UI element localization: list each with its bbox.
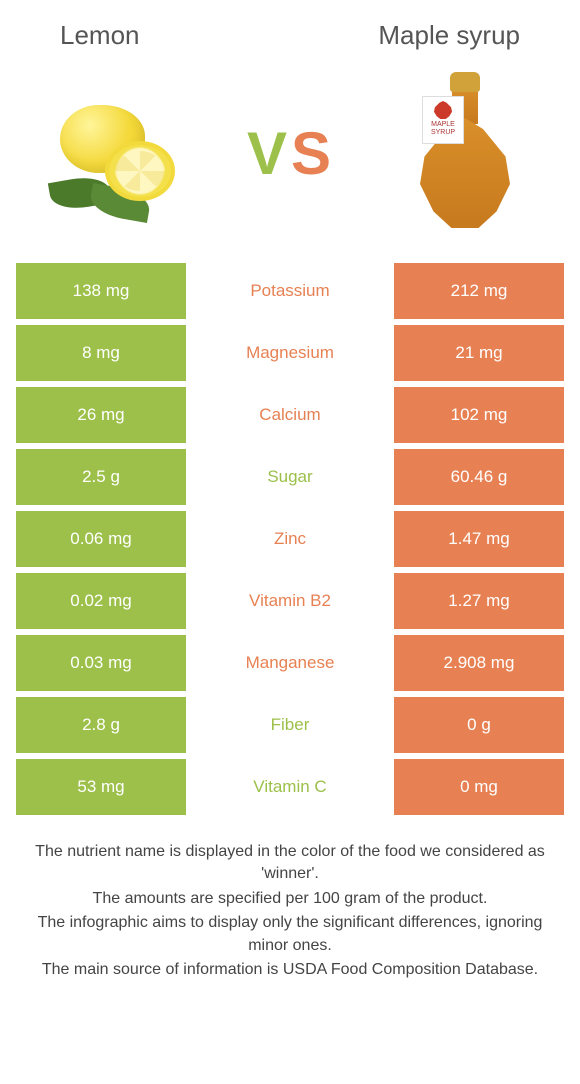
- right-value: 0 g: [394, 697, 564, 753]
- nutrient-name: Vitamin C: [186, 759, 394, 815]
- nutrient-row: 2.5 gSugar60.46 g: [16, 449, 564, 505]
- left-value: 2.5 g: [16, 449, 186, 505]
- footer-notes: The nutrient name is displayed in the co…: [10, 841, 570, 981]
- nutrient-row: 53 mgVitamin C0 mg: [16, 759, 564, 815]
- footer-line: The infographic aims to display only the…: [20, 912, 560, 957]
- vs-s: S: [291, 119, 333, 188]
- right-value: 0 mg: [394, 759, 564, 815]
- nutrient-name: Manganese: [186, 635, 394, 691]
- left-value: 8 mg: [16, 325, 186, 381]
- nutrient-name: Fiber: [186, 697, 394, 753]
- right-value: 2.908 mg: [394, 635, 564, 691]
- right-value: 1.47 mg: [394, 511, 564, 567]
- nutrient-name: Calcium: [186, 387, 394, 443]
- left-value: 0.03 mg: [16, 635, 186, 691]
- vs-v: V: [247, 119, 289, 188]
- left-value: 26 mg: [16, 387, 186, 443]
- right-value: 1.27 mg: [394, 573, 564, 629]
- nutrient-name: Potassium: [186, 263, 394, 319]
- nutrient-name: Vitamin B2: [186, 573, 394, 629]
- lemon-image: [40, 73, 200, 233]
- footer-line: The nutrient name is displayed in the co…: [20, 841, 560, 886]
- nutrient-row: 0.02 mgVitamin B21.27 mg: [16, 573, 564, 629]
- nutrient-name: Zinc: [186, 511, 394, 567]
- footer-line: The main source of information is USDA F…: [20, 959, 560, 981]
- nutrient-name: Sugar: [186, 449, 394, 505]
- right-value: 21 mg: [394, 325, 564, 381]
- right-value: 60.46 g: [394, 449, 564, 505]
- left-value: 0.06 mg: [16, 511, 186, 567]
- left-value: 0.02 mg: [16, 573, 186, 629]
- header: Lemon Maple syrup: [10, 20, 570, 51]
- nutrient-row: 26 mgCalcium102 mg: [16, 387, 564, 443]
- nutrient-row: 0.06 mgZinc1.47 mg: [16, 511, 564, 567]
- syrup-tag: MAPLE SYRUP: [422, 96, 464, 144]
- vs-label: V S: [247, 119, 333, 188]
- right-value: 102 mg: [394, 387, 564, 443]
- maple-syrup-image: MAPLE SYRUP: [380, 73, 540, 233]
- left-value: 2.8 g: [16, 697, 186, 753]
- images-row: V S MAPLE SYRUP: [10, 63, 570, 243]
- left-value: 138 mg: [16, 263, 186, 319]
- right-food-title: Maple syrup: [378, 20, 520, 51]
- left-value: 53 mg: [16, 759, 186, 815]
- nutrient-table: 138 mgPotassium212 mg8 mgMagnesium21 mg2…: [10, 263, 570, 815]
- nutrient-row: 0.03 mgManganese2.908 mg: [16, 635, 564, 691]
- footer-line: The amounts are specified per 100 gram o…: [20, 888, 560, 910]
- nutrient-row: 138 mgPotassium212 mg: [16, 263, 564, 319]
- nutrient-row: 2.8 gFiber0 g: [16, 697, 564, 753]
- left-food-title: Lemon: [60, 20, 140, 51]
- nutrient-name: Magnesium: [186, 325, 394, 381]
- right-value: 212 mg: [394, 263, 564, 319]
- nutrient-row: 8 mgMagnesium21 mg: [16, 325, 564, 381]
